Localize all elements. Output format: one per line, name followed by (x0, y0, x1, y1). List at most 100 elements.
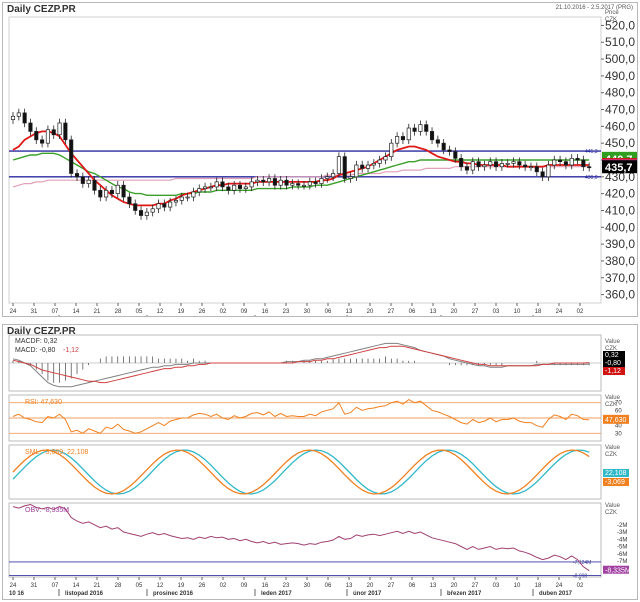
rsi-tick-label: 40 (615, 424, 622, 430)
obv-tick-label: -4M (617, 537, 627, 543)
candle-body (459, 157, 464, 168)
obv-line (12, 503, 590, 572)
candle-body (505, 163, 510, 165)
sma-short-line (12, 130, 590, 207)
candle-body (208, 186, 213, 189)
candle-body (325, 176, 330, 179)
indicator-panel: Daily CEZP.PR MACDF: 0,32 MACD: -0,80 -1,1… (2, 324, 638, 600)
x-tick-label: 19 (178, 309, 185, 315)
macd-badge (603, 351, 625, 359)
candle-body (360, 164, 365, 169)
candle-body (488, 161, 493, 166)
candle-body (86, 179, 91, 184)
candle-body (395, 136, 400, 144)
x-tick-label: 02 (577, 583, 584, 589)
candle-body (40, 139, 45, 144)
value-header: Value (605, 503, 621, 509)
candle-body (57, 122, 62, 136)
value-header: Value (605, 395, 621, 401)
candle-body (237, 184, 243, 189)
candle-body (290, 183, 295, 186)
x-tick-label: 31 (31, 583, 38, 589)
currency-label: CZK (605, 452, 617, 458)
macdf-legend: MACDF: 0,32 (15, 338, 58, 345)
x-tick-label: 31 (31, 309, 38, 315)
candle-body (354, 164, 359, 178)
x-tick-label: 07 (52, 309, 59, 315)
obv-tick-label: -6M (617, 552, 627, 558)
x-tick-label: 24 (556, 309, 563, 315)
price-tick-label: 480,0 (605, 86, 635, 100)
candle-body (162, 203, 167, 208)
chart-title-lower: Daily CEZP.PR (7, 326, 76, 337)
sml-badge-label: -3,069 (605, 479, 625, 486)
candle-body (150, 208, 155, 213)
sml-badge-label: 22,108 (605, 470, 627, 477)
x-tick-label: 27 (388, 583, 395, 589)
price-tick-label: 460,0 (605, 119, 635, 133)
x-month-label: 10 16 (9, 591, 25, 597)
price-label: Price (605, 10, 619, 16)
sml-badge (603, 478, 629, 486)
x-tick-label: 16 (262, 309, 269, 315)
candle-body (34, 131, 39, 141)
candle-body (278, 179, 283, 186)
chart-title: Daily CEZP.PR (7, 4, 76, 15)
x-tick-label: 14 (73, 309, 80, 315)
x-tick-label: 13 (346, 583, 353, 589)
x-tick-label: 20 (451, 309, 458, 315)
indicator-pane (8, 502, 602, 578)
value-header: Value (605, 445, 621, 451)
candle-body (214, 181, 219, 188)
rsi-tick-label: 60 (615, 408, 622, 414)
x-tick-label: 26 (199, 309, 206, 315)
x-tick-label: 13 (346, 309, 353, 315)
candle-body (406, 127, 411, 141)
candle-body (569, 157, 574, 166)
candle-body (261, 179, 266, 183)
candle-body (412, 127, 417, 132)
candle-body (441, 142, 446, 151)
candle-body (69, 139, 74, 174)
candle-body (109, 189, 114, 194)
x-tick-label: 05 (136, 309, 143, 315)
x-tick-label: 16 (262, 583, 269, 589)
candle-body (365, 164, 371, 169)
candle-body (80, 176, 85, 184)
x-tick-label: 24 (10, 309, 17, 315)
x-tick-label: 02 (220, 309, 227, 315)
candle-body (168, 201, 173, 208)
candle-body (296, 183, 301, 186)
x-tick-label: 23 (283, 309, 290, 315)
x-month-label: duben 2017 (539, 591, 573, 597)
x-tick-label: 27 (388, 309, 395, 315)
candle-body (185, 196, 190, 199)
indicator-pane (8, 444, 602, 500)
macd-signal-line (12, 345, 590, 384)
candle-body (331, 173, 336, 178)
candle-body (581, 159, 586, 168)
currency-label: CZK (605, 510, 617, 516)
candle-body (138, 210, 144, 216)
price-tick-label: 360,0 (605, 288, 635, 302)
price-tick-label: 370,0 (605, 271, 635, 285)
obv-tick-label: -3M (617, 530, 627, 536)
candle-body (534, 166, 539, 173)
x-tick-label: 30 (304, 309, 311, 315)
price-badge-label: 435,7 (605, 162, 633, 174)
candle-body (22, 112, 27, 124)
price-tick-label: 450,0 (605, 136, 635, 150)
candle-body (482, 164, 487, 168)
x-tick-label: 28 (115, 583, 122, 589)
price-tick-label: 390,0 (605, 237, 635, 251)
x-tick-label: 18 (535, 583, 542, 589)
obv-badge-label: -8,335M (605, 568, 631, 575)
date-range: 21.10.2016 - 2.5.2017 (PRG) (555, 5, 633, 11)
candle-body (191, 191, 196, 198)
x-tick-label: 21 (94, 309, 101, 315)
rsi-badge (603, 414, 629, 424)
x-tick-label: 12 (157, 309, 164, 315)
value-header: Value (605, 339, 621, 345)
